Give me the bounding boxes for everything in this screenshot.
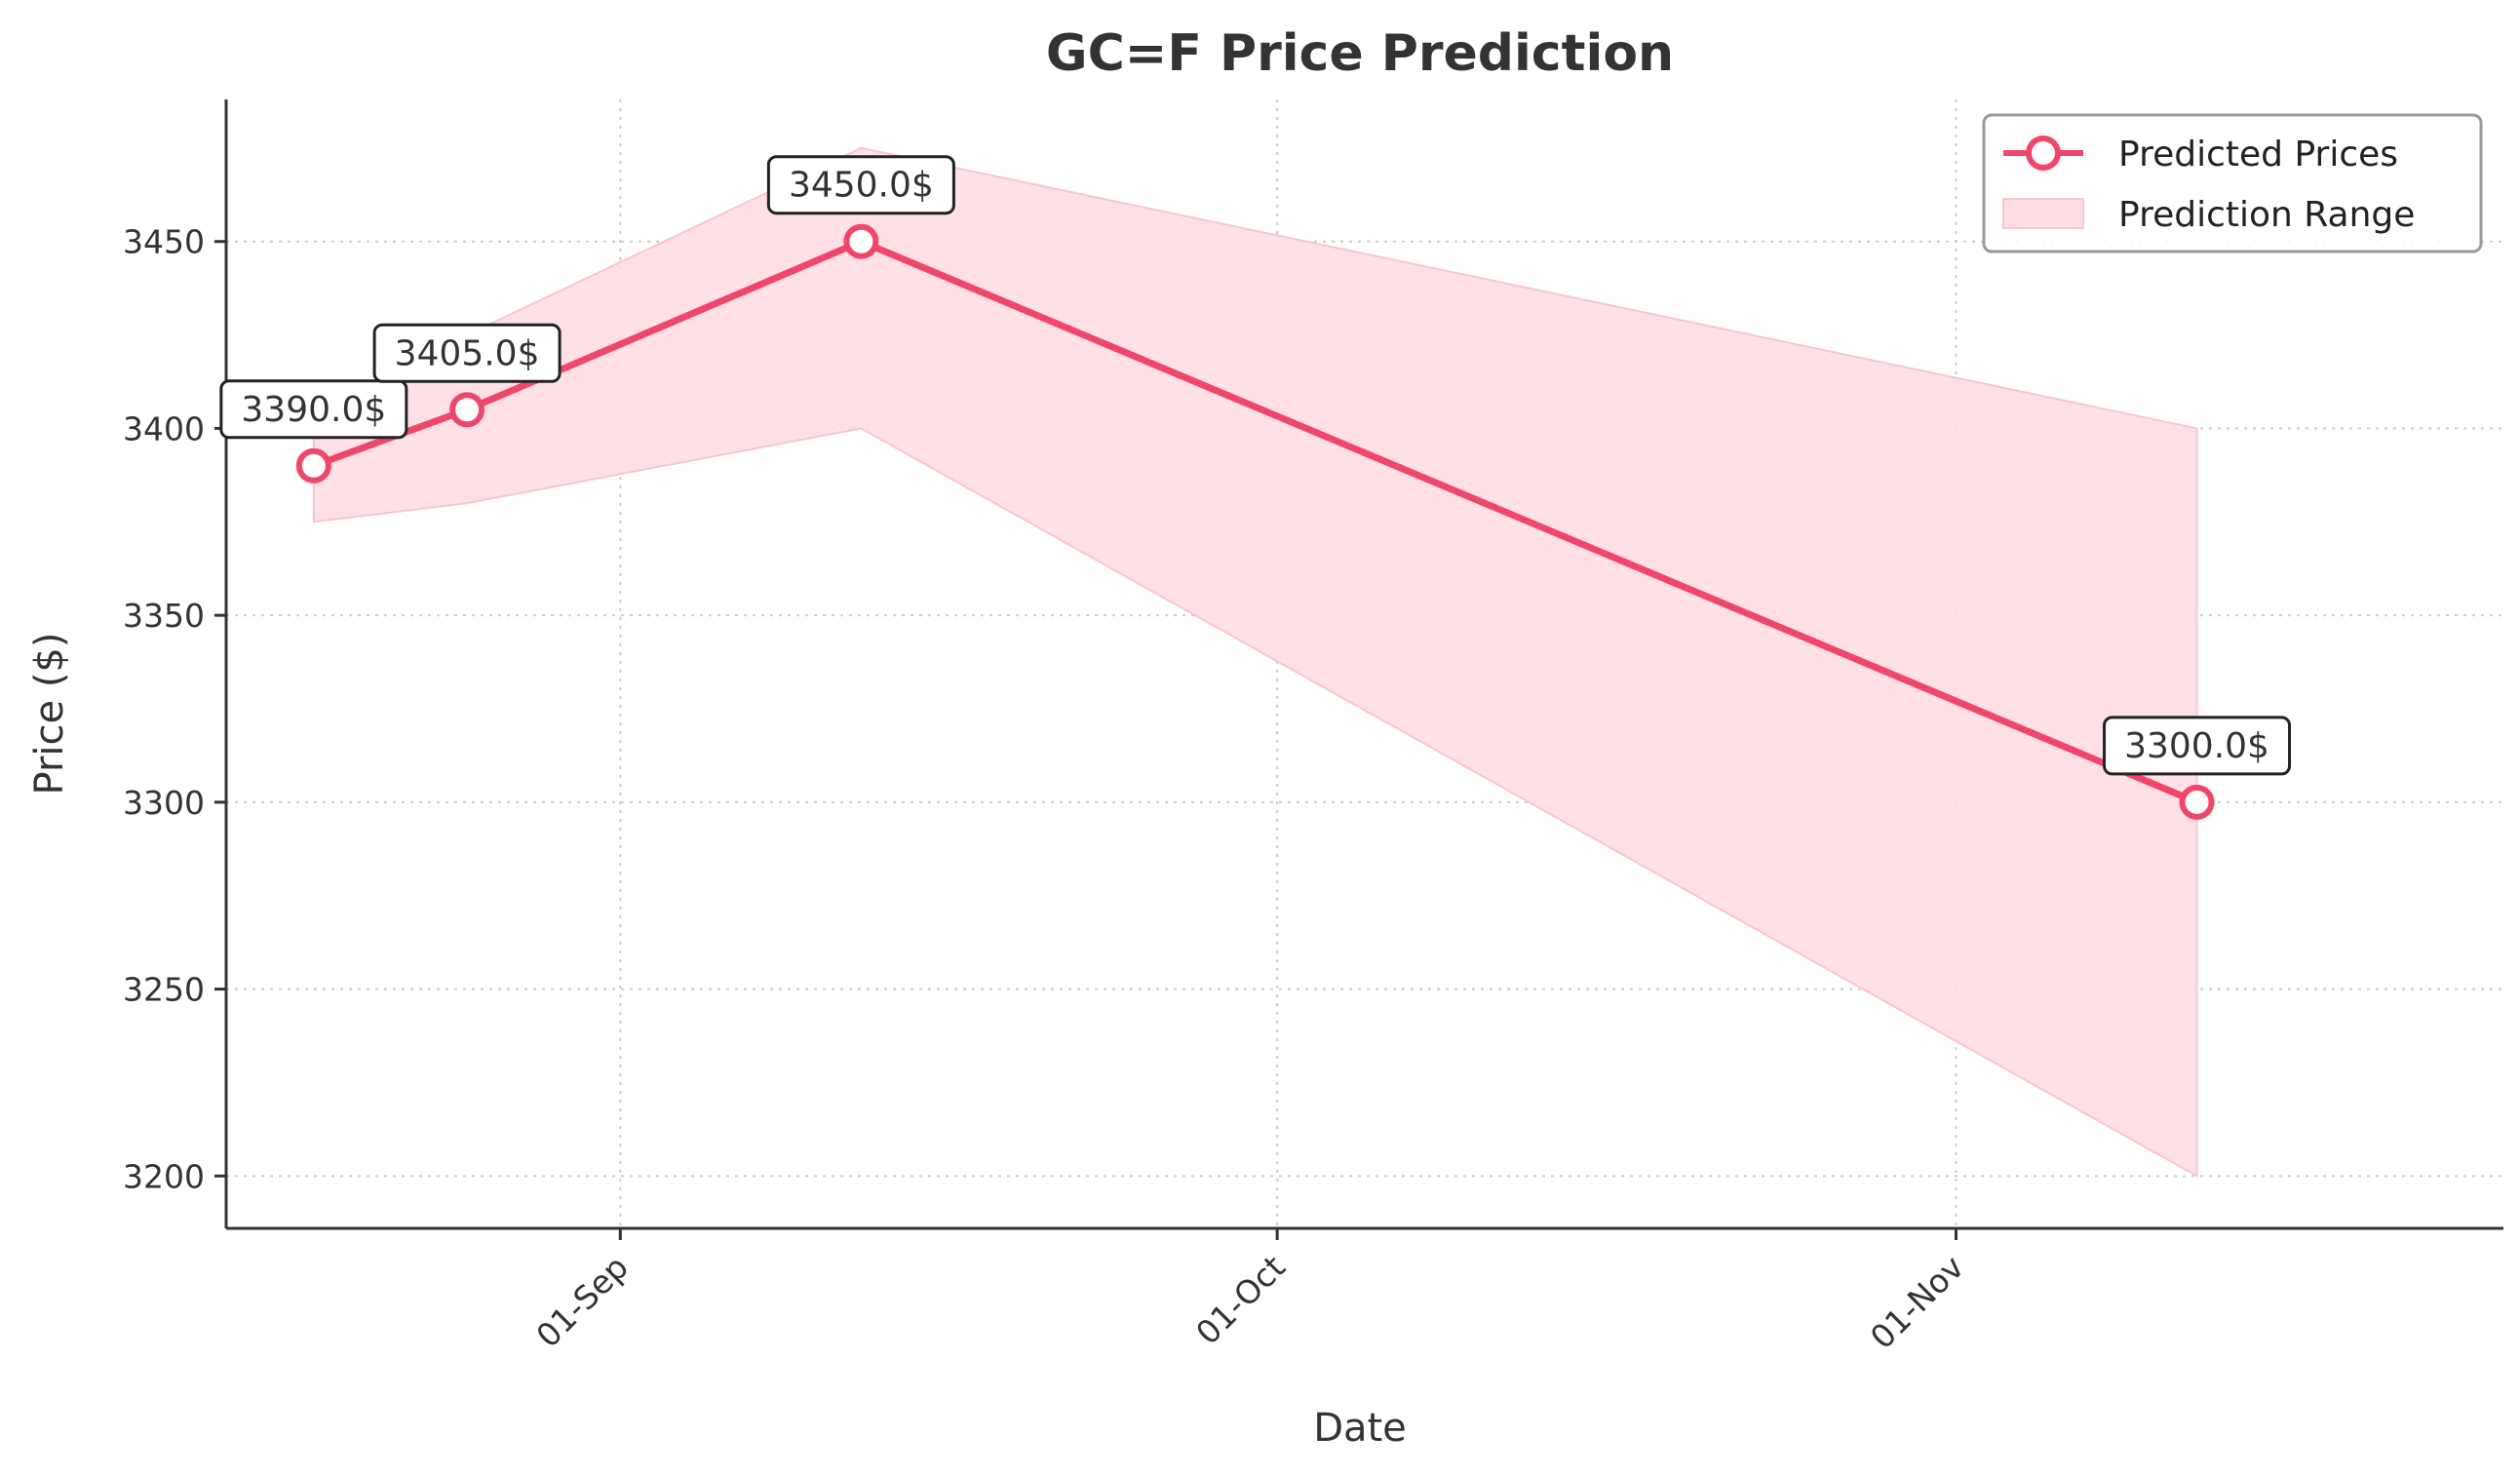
- y-tick-label: 3350: [123, 597, 205, 635]
- x-tick-label: 01-Oct: [1188, 1248, 1293, 1352]
- x-tick-label: 01-Nov: [1863, 1248, 1971, 1356]
- data-label: 3405.0$: [372, 323, 562, 383]
- y-tick-label: 3450: [123, 223, 205, 261]
- y-tick-label: 3400: [123, 409, 205, 447]
- data-label-box: [2103, 716, 2292, 776]
- y-axis-label: Price ($): [27, 633, 72, 796]
- prediction-range-band: [312, 146, 2198, 1179]
- legend-frame: [1982, 113, 2483, 253]
- legend: Predicted Prices Prediction Range: [1982, 113, 2483, 253]
- data-label: 3390.0$: [219, 379, 408, 440]
- legend-marker-swatch: [2026, 136, 2061, 171]
- y-tick-label: 3250: [123, 971, 205, 1009]
- data-point-marker: [2179, 784, 2215, 820]
- data-point-marker: [449, 392, 485, 428]
- legend-label-prediction-range: Prediction Range: [2118, 195, 2415, 235]
- data-annotations: 3390.0$3405.0$ 3450.0$ 3300.0$: [219, 155, 2292, 776]
- legend-band-swatch: [2002, 198, 2084, 229]
- x-axis-label: Date: [1313, 1406, 1407, 1451]
- prediction-range-area: [312, 146, 2198, 1179]
- data-point-marker: [843, 223, 879, 259]
- data-label-text: 3450.0$: [789, 166, 934, 206]
- data-point-marker: [295, 447, 331, 484]
- data-label: 3300.0$: [2103, 716, 2292, 776]
- chart-title: GC=F Price Prediction: [1046, 24, 1674, 83]
- data-label-text: 3405.0$: [395, 333, 540, 373]
- y-tick-label: 3200: [123, 1157, 205, 1195]
- data-label-box: [219, 379, 408, 440]
- y-tick-label: 3300: [123, 784, 205, 822]
- data-label: 3450.0$: [766, 155, 955, 215]
- data-label-box: [766, 155, 955, 215]
- data-label-text: 3390.0$: [241, 390, 386, 430]
- data-label-text: 3300.0$: [2124, 726, 2269, 766]
- data-label-box: [372, 323, 562, 383]
- x-tick-label: 01-Sep: [528, 1248, 636, 1355]
- legend-label-predicted-prices: Predicted Prices: [2118, 135, 2398, 175]
